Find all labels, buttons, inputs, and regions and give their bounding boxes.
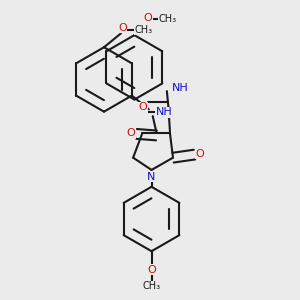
Text: O: O <box>147 265 156 275</box>
Text: NH: NH <box>172 83 188 93</box>
Text: CH₃: CH₃ <box>135 25 153 35</box>
Text: CH₃: CH₃ <box>142 281 160 292</box>
Text: O: O <box>139 102 147 112</box>
Text: O: O <box>127 128 135 138</box>
Text: O: O <box>196 149 204 159</box>
Text: O: O <box>144 13 153 23</box>
Text: N: N <box>147 172 156 182</box>
Text: O: O <box>118 23 127 33</box>
Text: CH₃: CH₃ <box>158 14 177 24</box>
Text: NH: NH <box>156 107 172 117</box>
